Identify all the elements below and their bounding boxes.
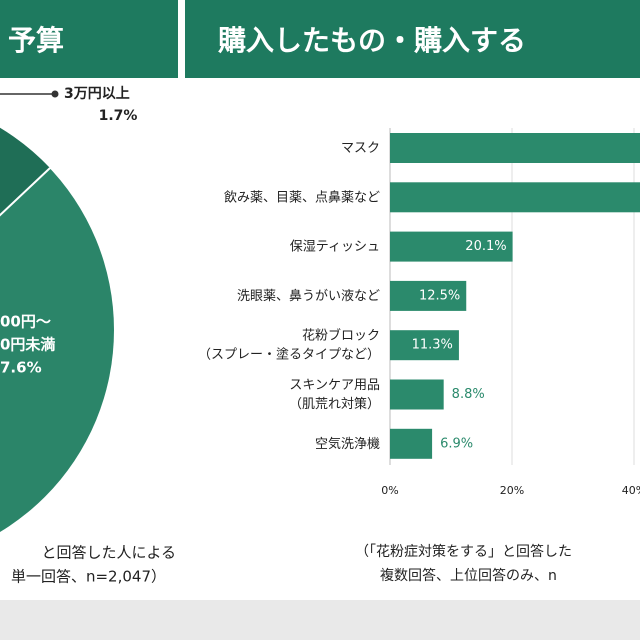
bar-chart: 0%20%40%マスク飲み薬、目薬、点鼻薬など45.保湿ティッシュ20.1%洗眼… <box>198 128 640 584</box>
note: 単一回答、n=2,047） <box>11 568 166 586</box>
x-tick-label: 20% <box>500 484 524 497</box>
bottom-area <box>0 600 640 640</box>
x-tick-label: 0% <box>381 484 398 497</box>
bar <box>390 280 467 311</box>
slice-label: 0円未満 <box>0 336 55 354</box>
note: （「花粉症対策をする」と回答した <box>355 543 572 560</box>
value-label: 12.5% <box>419 288 460 303</box>
y-tick-label: 空気洗浄機 <box>315 435 380 451</box>
slice-value: 1.7% <box>99 108 138 124</box>
bar <box>390 428 433 459</box>
bar <box>390 379 444 410</box>
pie <box>0 128 114 532</box>
value-label: 8.8% <box>452 387 485 402</box>
left-header: 予算 <box>8 24 64 57</box>
pie-divider <box>0 167 51 217</box>
y-tick-label: 飲み薬、目薬、点鼻薬など <box>224 189 380 205</box>
pie-slice <box>0 127 50 216</box>
chart-title: 購入したもの・購入する <box>218 24 526 57</box>
y-tick-label: 花粉ブロック（スプレー・塗るタイプなど） <box>198 327 380 362</box>
right-header-bg <box>185 0 640 78</box>
bar <box>390 231 513 262</box>
note: と回答した人による <box>41 544 176 562</box>
slice-label: 3万円以上 <box>64 86 130 102</box>
y-tick-label: 洗眼薬、鼻うがい液など <box>237 287 380 303</box>
y-tick-label: マスク <box>341 141 380 156</box>
bar <box>390 330 459 361</box>
y-tick-label: 保湿ティッシュ <box>290 239 380 254</box>
bar <box>390 182 640 213</box>
left-header-bg <box>0 0 178 78</box>
y-tick-label: スキンケア用品（肌荒れ対策） <box>289 378 380 412</box>
x-tick-label: 40% <box>622 484 640 497</box>
leader-dot <box>51 90 59 98</box>
bar <box>390 133 640 163</box>
slice-label: 00円～ <box>0 313 51 331</box>
value-label: 6.9% <box>440 436 473 451</box>
note: 複数回答、上位回答のみ、n <box>380 567 557 584</box>
value-label: 20.1% <box>465 239 506 254</box>
value-label: 11.3% <box>412 338 453 353</box>
slice-value: 7.6% <box>0 359 42 377</box>
